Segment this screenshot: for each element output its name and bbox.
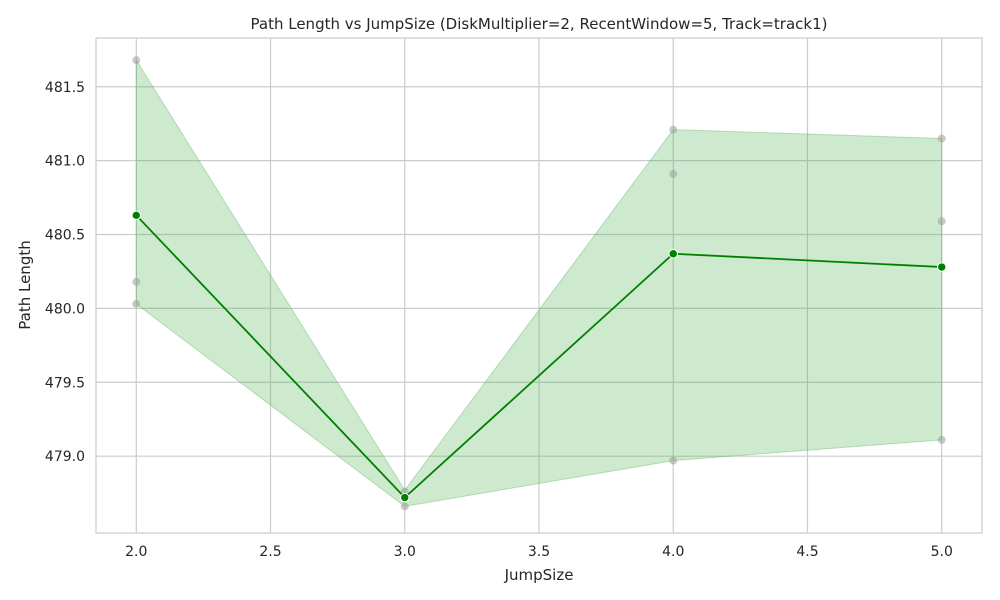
series-marker — [400, 492, 410, 503]
series-line-layer — [135, 214, 942, 499]
y-tick-label: 481.0 — [45, 154, 85, 170]
y-tick-label: 481.5 — [45, 80, 85, 96]
x-axis-label: JumpSize — [504, 566, 574, 584]
plot-frame — [95, 37, 983, 534]
x-tick-labels: 2.0 2.5 3.0 3.5 4.0 4.5 5.0 — [125, 544, 953, 560]
y-tick-label: 480.0 — [45, 301, 85, 317]
x-tick-label: 2.0 — [125, 544, 147, 560]
raw-data-point — [669, 125, 678, 134]
y-tick-label: 480.5 — [45, 228, 85, 244]
x-tick-label: 2.5 — [259, 544, 281, 560]
raw-data-point — [937, 217, 946, 226]
grid-lines — [96, 38, 982, 533]
x-tick-label: 4.5 — [796, 544, 818, 560]
series-markers-layer — [131, 210, 947, 503]
y-axis-label: Path Length — [16, 240, 34, 329]
raw-data-point — [937, 435, 946, 444]
x-tick-label: 3.0 — [394, 544, 416, 560]
raw-data-point — [132, 56, 141, 65]
series-marker — [131, 210, 141, 221]
raw-data-point — [669, 169, 678, 178]
y-tick-labels: 479.0 479.5 480.0 480.5 481.0 481.5 — [45, 80, 85, 465]
y-tick-label: 479.5 — [45, 375, 85, 391]
series-line — [135, 214, 942, 499]
raw-data-point — [400, 502, 409, 511]
x-tick-label: 4.0 — [662, 544, 684, 560]
x-tick-label: 5.0 — [931, 544, 953, 560]
raw-data-point — [132, 299, 141, 308]
series-marker — [668, 249, 678, 259]
x-tick-label: 3.5 — [528, 544, 550, 560]
series-marker — [937, 262, 947, 272]
raw-data-point — [669, 456, 678, 465]
raw-data-point — [132, 277, 141, 286]
chart-title: Path Length vs JumpSize (DiskMultiplier=… — [251, 15, 828, 33]
y-tick-label: 479.0 — [45, 449, 85, 465]
raw-data-point — [937, 134, 946, 143]
raw-points-layer — [132, 56, 946, 511]
